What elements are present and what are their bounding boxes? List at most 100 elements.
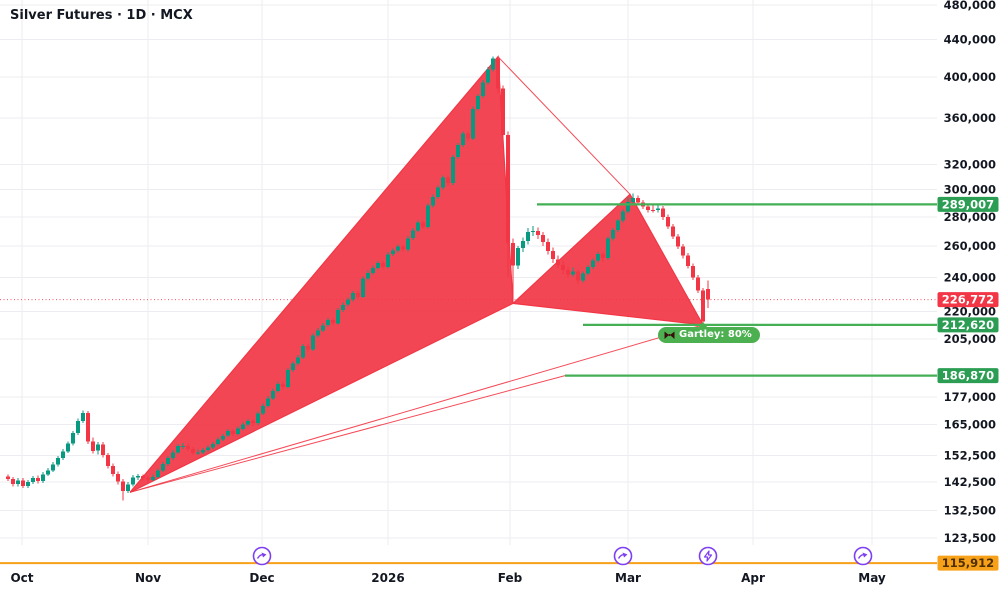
candle-body xyxy=(701,290,705,322)
candle-body xyxy=(611,229,615,239)
contract-switch-icon[interactable] xyxy=(613,546,633,566)
candle-body xyxy=(216,439,220,444)
candle-body xyxy=(391,250,395,255)
candle-body xyxy=(121,481,125,492)
candle-body xyxy=(91,441,95,451)
candle-body xyxy=(66,443,70,452)
candle-body xyxy=(156,470,160,477)
candle-body xyxy=(631,198,635,202)
candle-body xyxy=(606,238,610,259)
contract-switch-icon[interactable] xyxy=(252,546,272,566)
candle-body xyxy=(341,304,345,311)
candle-body xyxy=(161,464,165,471)
candle-body xyxy=(691,265,695,278)
candle-body xyxy=(651,209,655,211)
candle-body xyxy=(231,431,235,434)
candle-body xyxy=(636,198,640,203)
pattern-label-badge[interactable]: Gartley: 80% xyxy=(658,322,760,343)
candle-body xyxy=(326,320,330,326)
candle-body xyxy=(581,273,585,281)
price-tick-label: 220,000 xyxy=(944,305,996,319)
price-tick-label: 132,500 xyxy=(944,504,996,518)
candle-body xyxy=(446,177,450,184)
current-price-badge-text: 226,772 xyxy=(942,293,994,307)
candle-body xyxy=(441,177,445,188)
candle-body xyxy=(556,259,560,265)
candle-body xyxy=(501,88,505,135)
price-tick-label: 240,000 xyxy=(944,270,996,284)
candle-body xyxy=(86,412,90,442)
candle-body xyxy=(496,58,500,89)
month-label: Feb xyxy=(498,571,523,585)
candle-body xyxy=(71,433,75,444)
candle-body xyxy=(456,145,460,158)
candle-body xyxy=(676,236,680,247)
gartley-pattern xyxy=(129,55,705,493)
candle-body xyxy=(286,370,290,387)
candle-body xyxy=(371,267,375,273)
candle-body xyxy=(411,230,415,239)
candle-body xyxy=(116,473,120,482)
candle-body xyxy=(461,133,465,146)
candle-body xyxy=(521,240,525,249)
candle-body xyxy=(666,217,670,227)
target-price-badge-text: 212,620 xyxy=(942,318,994,332)
candle-body xyxy=(96,444,100,451)
target-price-badge xyxy=(937,196,999,212)
price-tick-label: 300,000 xyxy=(944,183,996,197)
candle-body xyxy=(321,325,325,331)
candle-body xyxy=(336,310,340,324)
candle-body xyxy=(191,449,195,453)
candle-body xyxy=(376,263,380,268)
candle-body xyxy=(296,357,300,364)
candle-body xyxy=(81,412,85,421)
month-label: Apr xyxy=(741,571,765,585)
candle-body xyxy=(311,335,315,350)
candle-body xyxy=(136,476,140,478)
pattern-connector-line xyxy=(497,56,631,195)
target-price-badge xyxy=(937,317,999,333)
butterfly-icon xyxy=(664,331,675,339)
candle-body xyxy=(16,480,20,485)
candle-body xyxy=(126,484,130,492)
candle-body xyxy=(271,390,275,399)
candle-body xyxy=(261,405,265,414)
symbol-title[interactable]: Silver Futures · 1D · MCX xyxy=(10,8,193,23)
pattern-label-text: Gartley: 80% xyxy=(679,329,752,340)
lightning-glyph xyxy=(703,550,713,562)
candle-body xyxy=(41,474,45,482)
month-label: 2026 xyxy=(371,571,404,585)
candle-body xyxy=(301,346,305,358)
candle-body xyxy=(201,450,205,453)
candle-body xyxy=(31,478,35,482)
candle-body xyxy=(291,363,295,371)
candle-body xyxy=(626,202,630,212)
candle-body xyxy=(386,254,390,267)
candle-body xyxy=(471,108,475,139)
arrow-head xyxy=(862,552,868,558)
candle-body xyxy=(646,206,650,210)
candle-body xyxy=(46,470,50,475)
candle-body xyxy=(681,246,685,256)
marker-circle xyxy=(252,546,272,566)
month-label: May xyxy=(858,571,886,585)
candle-body xyxy=(241,424,245,429)
candle-body xyxy=(526,231,530,241)
candle-body xyxy=(551,250,555,260)
contract-switch-icon[interactable] xyxy=(853,546,873,566)
candle-body xyxy=(251,421,255,424)
candle-body xyxy=(546,242,550,251)
candle-body xyxy=(171,452,175,459)
candle-body xyxy=(431,197,435,206)
candle-body xyxy=(466,133,470,139)
price-axis[interactable]: 480,000 440,000 400,000 360,000 320,000 300,0… xyxy=(937,0,999,571)
candle-body xyxy=(281,383,285,387)
lightning-event-icon[interactable] xyxy=(698,546,718,566)
candle-body xyxy=(541,235,545,243)
price-tick-label: 360,000 xyxy=(944,111,996,125)
time-axis[interactable]: Oct Nov Dec 2026 Feb Mar Apr May xyxy=(10,546,886,586)
candle-body xyxy=(571,271,575,275)
candle-body xyxy=(11,479,15,485)
candle-body xyxy=(511,242,515,266)
